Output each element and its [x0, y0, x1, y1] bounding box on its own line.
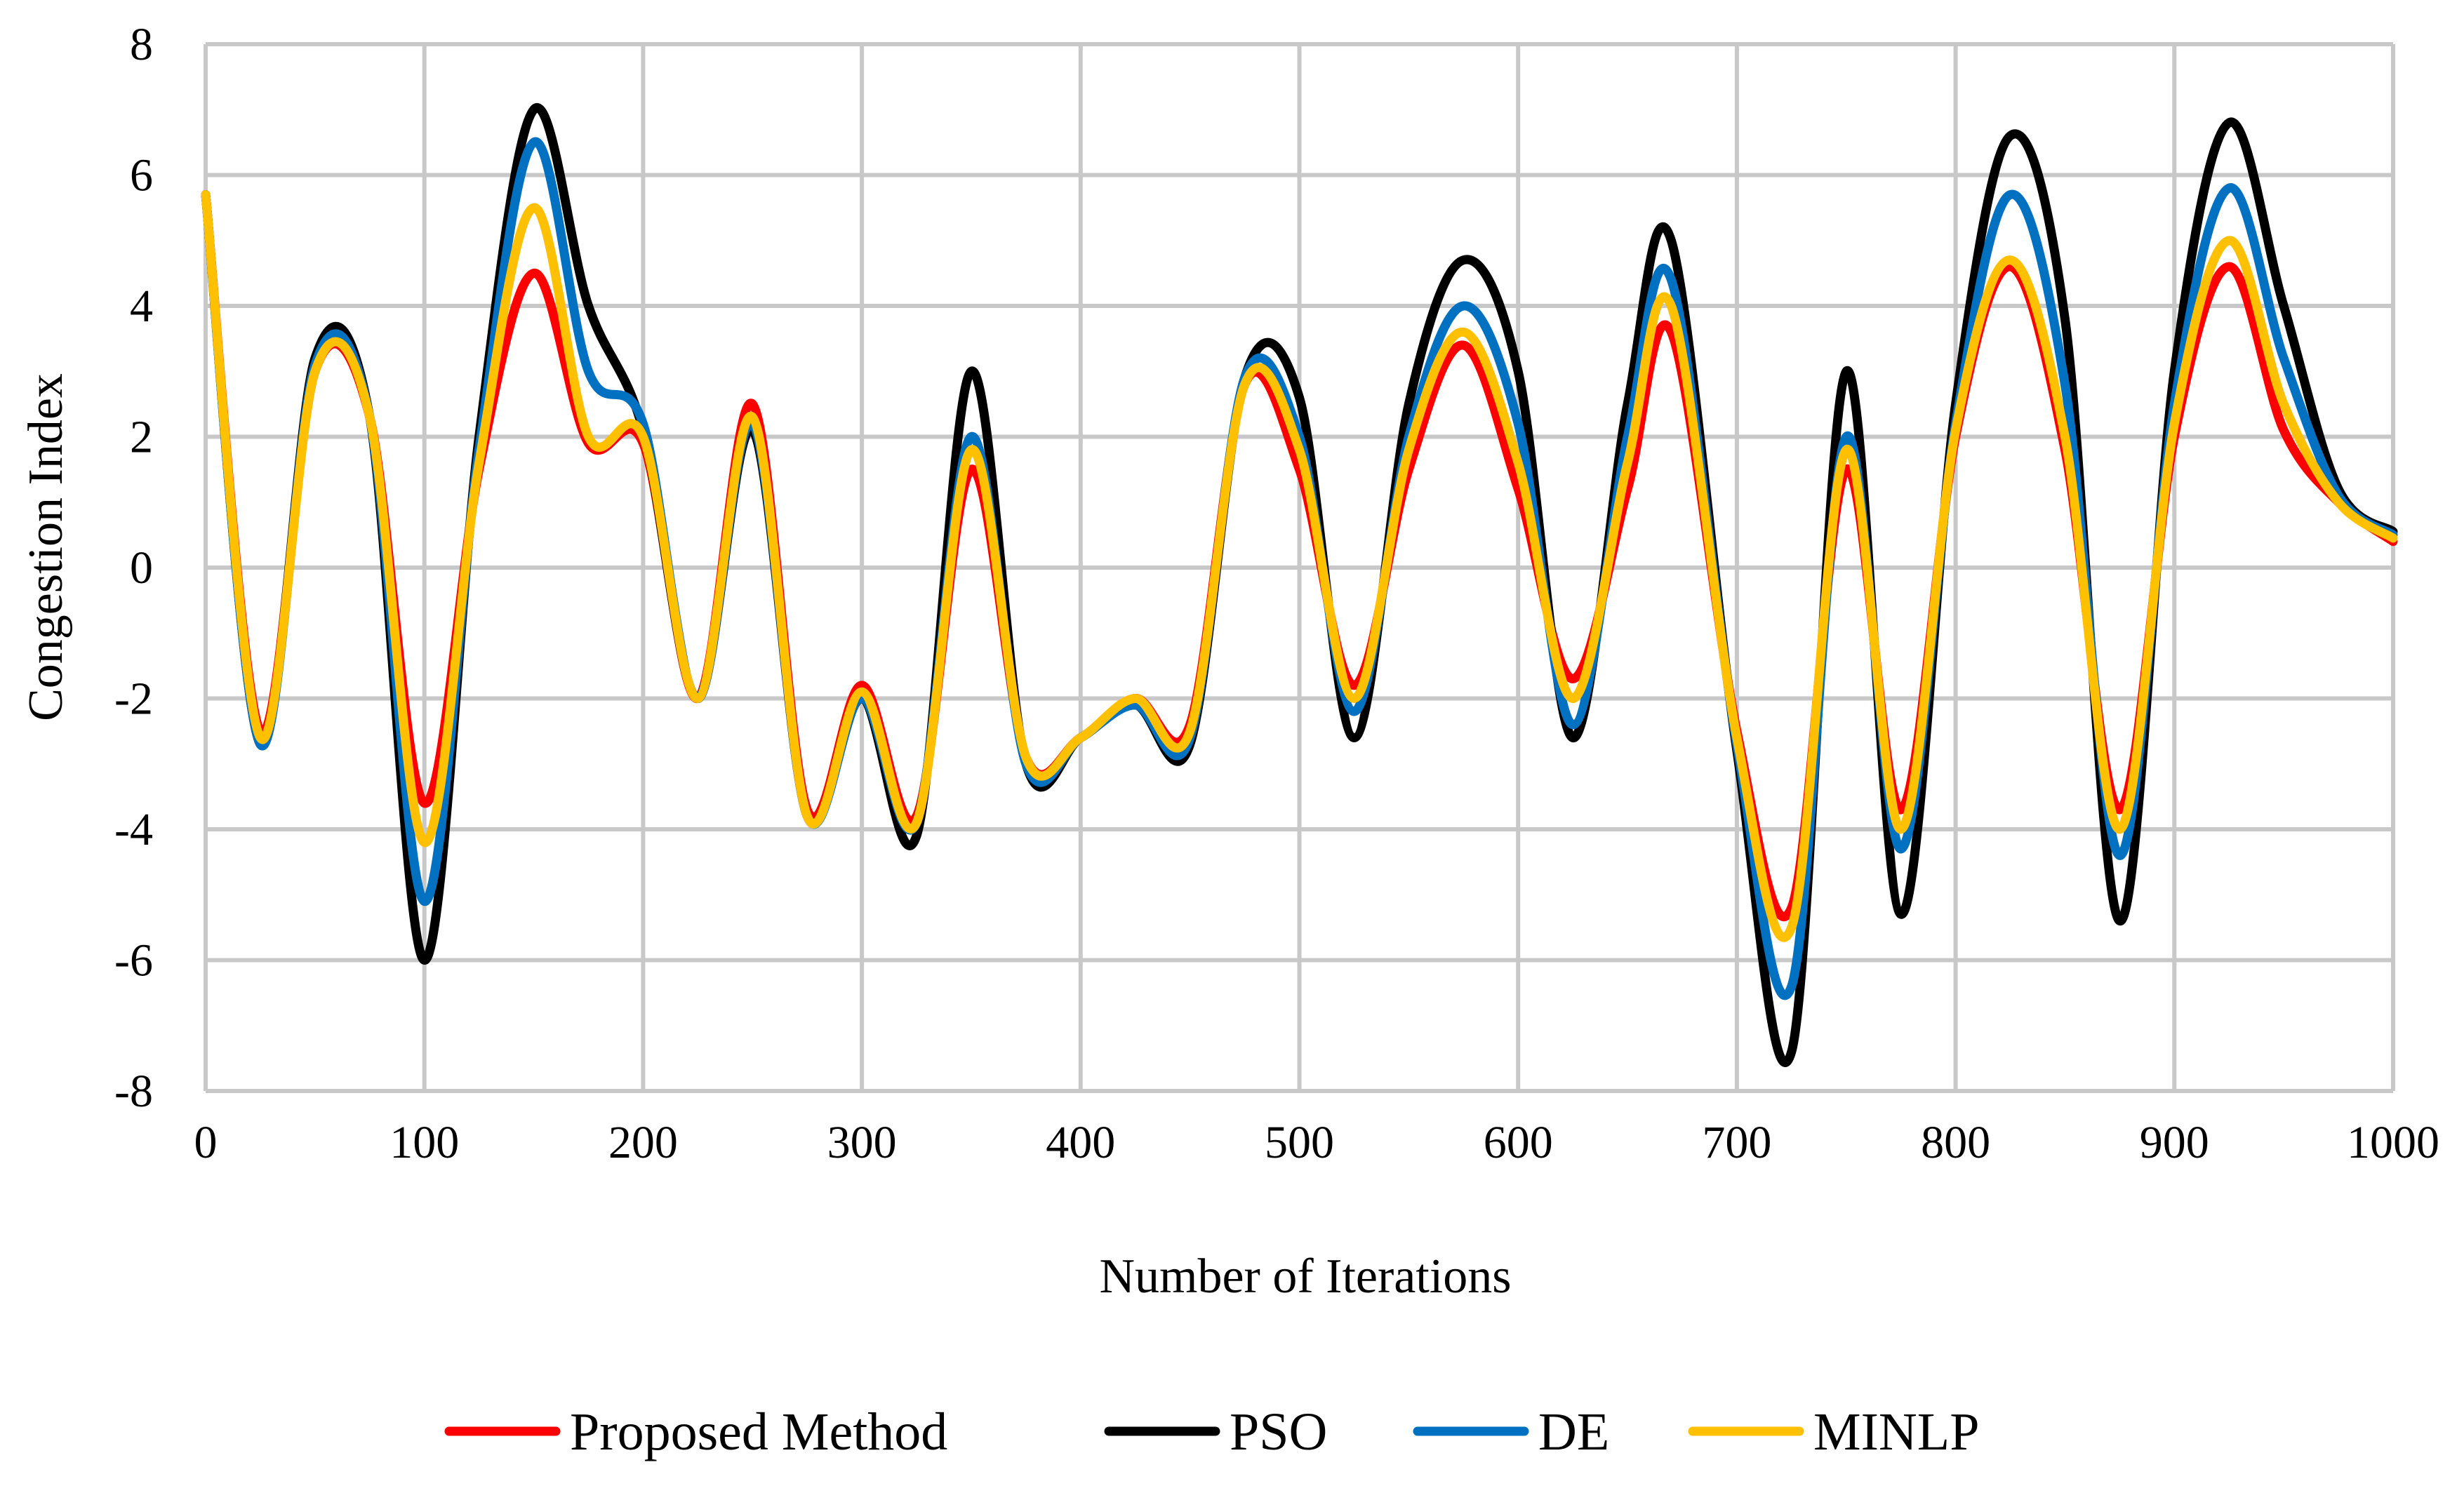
x-tick-label: 700	[1702, 1117, 1771, 1168]
grid-layer	[204, 42, 2395, 1093]
y-tick-label: -2	[114, 674, 153, 725]
x-tick-label: 800	[1921, 1117, 1990, 1168]
x-tick-label: 400	[1046, 1117, 1115, 1168]
y-axis-title: Congestion Index	[19, 373, 73, 721]
legend-label-de: DE	[1538, 1402, 1609, 1461]
y-tick-label: 8	[130, 19, 153, 70]
tick-labels: -8 -6 -4 -2 0 2 4 6 8 0 100 200 300 400 500 600 700 800 90…	[114, 19, 2439, 1168]
legend-label-pso: PSO	[1230, 1402, 1327, 1461]
y-tick-label: -8	[114, 1066, 153, 1117]
legend-label-minlp: MINLP	[1813, 1402, 1979, 1461]
x-axis-title: Number of Iterations	[1099, 1250, 1511, 1304]
x-tick-label: 300	[827, 1117, 897, 1168]
y-tick-label: 4	[130, 281, 153, 332]
series-line-minlp	[201, 190, 2398, 942]
legend: Proposed Method PSO DE MINLP	[444, 1402, 1979, 1461]
y-tick-label: 6	[130, 150, 153, 201]
y-tick-label: -6	[114, 935, 153, 986]
y-tick-label: 2	[130, 412, 153, 463]
x-tick-label: 900	[2140, 1117, 2209, 1168]
y-tick-label: -4	[114, 804, 153, 855]
legend-label-proposed-method: Proposed Method	[570, 1402, 947, 1461]
x-tick-label: 0	[194, 1117, 218, 1168]
y-tick-label: 0	[130, 542, 153, 594]
series-layer	[201, 103, 2398, 1067]
x-tick-label: 200	[608, 1117, 678, 1168]
x-tick-label: 500	[1265, 1117, 1334, 1168]
x-tick-label: 600	[1484, 1117, 1553, 1168]
x-tick-label: 100	[389, 1117, 459, 1168]
x-tick-label: 1000	[2347, 1117, 2439, 1168]
